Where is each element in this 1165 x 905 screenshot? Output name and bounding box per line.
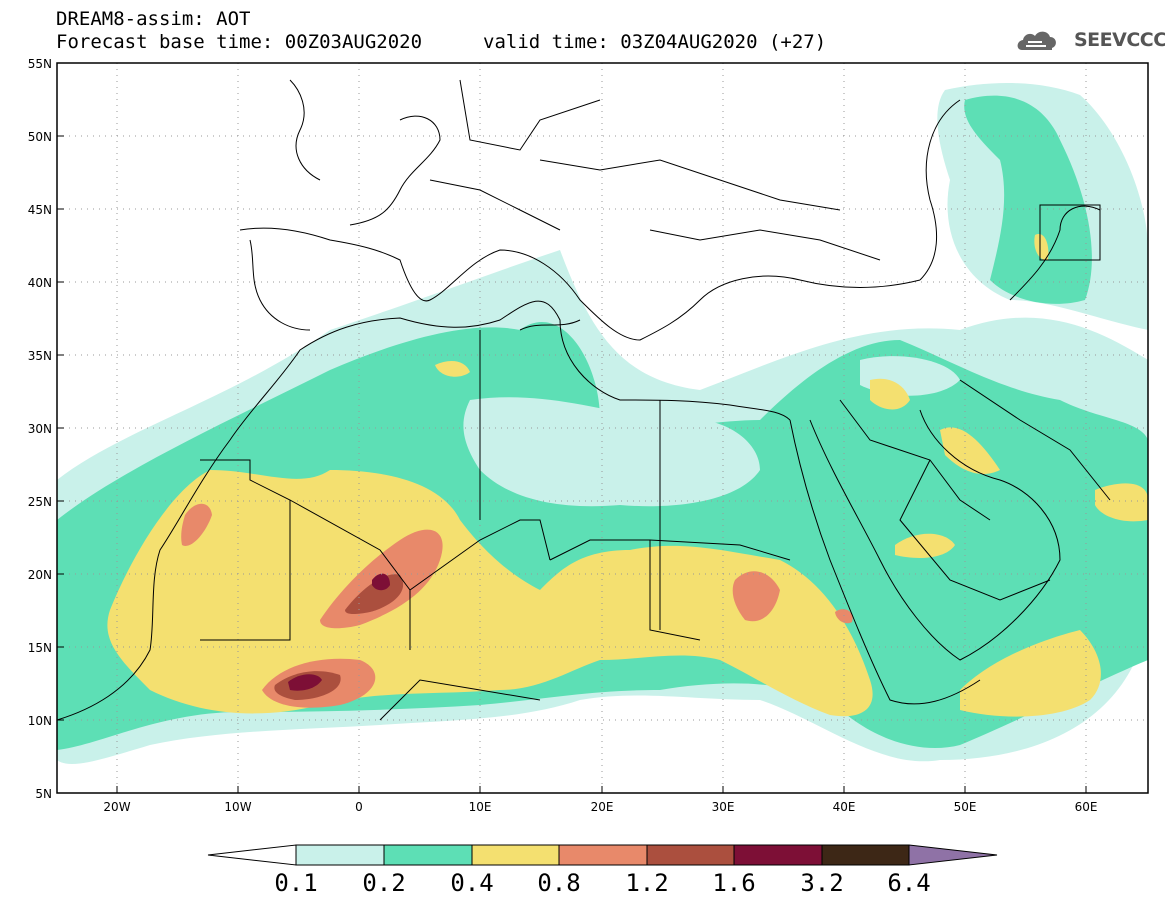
- colorbar-underflow-triangle: [207, 844, 297, 866]
- lon-label: 30E: [712, 800, 735, 814]
- colorbar-label: 6.4: [887, 869, 931, 897]
- colorbar-label: 3.2: [800, 869, 844, 897]
- lon-label: 0: [355, 800, 363, 814]
- colorbar-overflow-triangle: [908, 844, 998, 866]
- lon-label: 10W: [224, 800, 251, 814]
- lat-label: 10N: [28, 714, 52, 728]
- colorbar-segment: [558, 844, 648, 866]
- lat-label: 55N: [28, 57, 52, 71]
- colorbar-segment: [646, 844, 735, 866]
- lon-label: 60E: [1075, 800, 1098, 814]
- lon-label: 10E: [469, 800, 492, 814]
- colorbar-label: 1.6: [712, 869, 756, 897]
- lon-label: 40E: [833, 800, 856, 814]
- colorbar-label: 0.1: [274, 869, 318, 897]
- colorbar-label: 1.2: [625, 869, 669, 897]
- lon-label: 20W: [103, 800, 130, 814]
- lat-label: 30N: [28, 422, 52, 436]
- colorbar: [207, 844, 998, 866]
- colorbar-label: 0.8: [537, 869, 581, 897]
- colorbar-segment: [383, 844, 473, 866]
- colorbar-segment: [733, 844, 823, 866]
- lat-label: 50N: [28, 130, 52, 144]
- lon-label: 50E: [954, 800, 977, 814]
- lat-label: 45N: [28, 203, 52, 217]
- valid-time: valid time: 03Z04AUG2020 (+27): [483, 31, 827, 53]
- lat-label: 20N: [28, 568, 52, 582]
- colorbar-segment: [471, 844, 560, 866]
- aot-field: [57, 83, 1148, 765]
- lat-label: 35N: [28, 349, 52, 363]
- lat-label: 15N: [28, 641, 52, 655]
- lat-label: 25N: [28, 495, 52, 509]
- forecast-base-time: Forecast base time: 00Z03AUG2020: [56, 31, 423, 53]
- lat-label: 40N: [28, 276, 52, 290]
- axis-ticks: [57, 135, 1087, 793]
- colorbar-label: 0.2: [362, 869, 406, 897]
- map-title: DREAM8-assim: AOT: [56, 8, 251, 30]
- lon-label: 20E: [591, 800, 614, 814]
- seevccc-logo-text: SEEVCCC: [1074, 29, 1165, 51]
- colorbar-label: 0.4: [450, 869, 494, 897]
- colorbar-segment: [821, 844, 910, 866]
- colorbar-segment: [295, 844, 385, 866]
- coastlines: [57, 79, 1111, 721]
- cloud-logo-icon: [1017, 31, 1056, 50]
- lat-label: 5N: [35, 787, 52, 801]
